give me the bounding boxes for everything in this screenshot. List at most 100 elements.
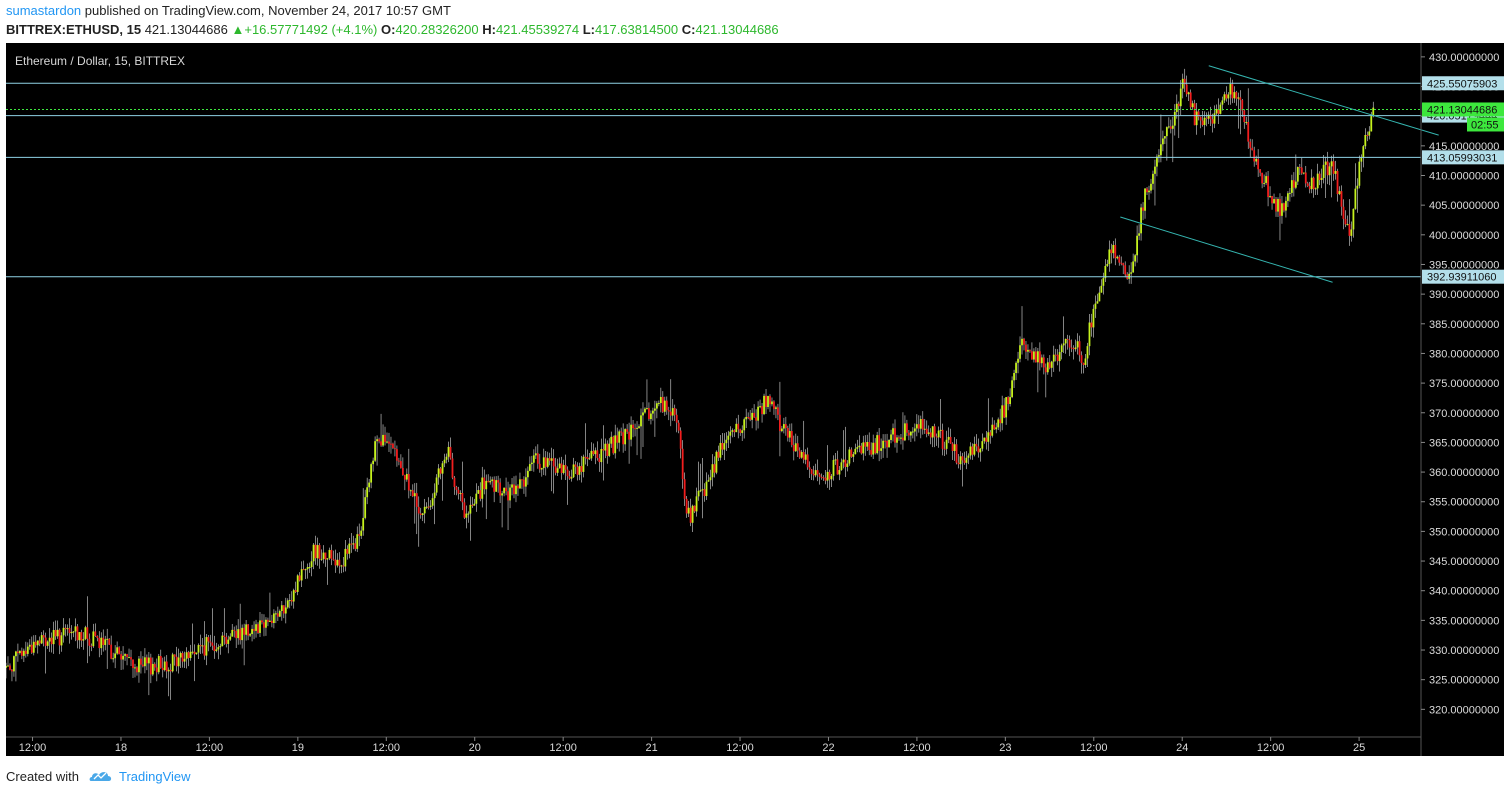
candle-body xyxy=(453,477,456,487)
candle-body xyxy=(435,477,438,493)
candle-body xyxy=(534,453,537,456)
candle-body xyxy=(70,632,73,634)
candle-body xyxy=(501,493,503,496)
tradingview-cloud-icon[interactable] xyxy=(89,769,113,783)
price-chart[interactable]: Ethereum / Dollar, 15, BITTREX 430.00000… xyxy=(6,43,1504,756)
candle-body xyxy=(342,565,345,567)
candle-body xyxy=(832,460,835,476)
candle-body xyxy=(812,473,815,476)
candle-body xyxy=(735,423,738,433)
candle-body xyxy=(1366,134,1369,136)
candle-body xyxy=(398,460,400,462)
candle-body xyxy=(540,468,543,470)
candle-body xyxy=(1352,208,1355,230)
candle-body xyxy=(38,640,41,644)
candle-body xyxy=(28,644,31,647)
candle-body xyxy=(44,637,47,646)
candle-body xyxy=(1302,172,1305,174)
candle-body xyxy=(1294,181,1297,188)
candle-body xyxy=(40,635,43,644)
candle-body xyxy=(1068,339,1071,348)
candle-body xyxy=(1205,117,1208,119)
time-axis[interactable]: 12:00 18 12:00 19 12:00 20 12:00 21 12:00 22 12:00… xyxy=(19,737,1365,754)
candle-body xyxy=(157,656,160,673)
candle-body xyxy=(330,549,333,559)
candle-body xyxy=(1120,262,1123,264)
y-tick-label: 325.00000000 xyxy=(1429,675,1499,687)
x-tick-label: 24 xyxy=(1176,742,1188,754)
candle-body xyxy=(219,646,222,648)
candle-body xyxy=(1090,322,1093,328)
candle-body xyxy=(993,424,996,430)
candle-body xyxy=(1227,94,1230,99)
candle-body xyxy=(513,484,515,495)
candle-body xyxy=(554,466,557,473)
candle-body xyxy=(763,395,765,415)
close-label: C: xyxy=(681,22,696,37)
candle-body xyxy=(265,619,267,628)
candle-body xyxy=(286,600,289,608)
candle-body xyxy=(405,473,408,480)
candle-body xyxy=(550,458,553,461)
x-tick-label: 22 xyxy=(822,742,834,754)
tradingview-link[interactable]: TradingView xyxy=(118,768,191,784)
candle-body xyxy=(1269,196,1271,198)
candle-body xyxy=(779,414,781,432)
candle-body xyxy=(469,504,472,514)
candle-body xyxy=(987,432,990,442)
candle-body xyxy=(840,462,843,471)
candle-body xyxy=(209,641,212,643)
candle-body xyxy=(1173,111,1176,126)
candle-body xyxy=(13,656,15,672)
candle-body xyxy=(1255,158,1258,162)
candle-body xyxy=(66,628,69,630)
candle-body xyxy=(935,436,938,438)
symbol-label: BITTREX:ETHUSD, 15 xyxy=(6,22,142,37)
candle-body xyxy=(594,450,597,455)
candle-body xyxy=(959,456,962,465)
candle-body xyxy=(503,487,505,494)
candle-body xyxy=(979,448,982,453)
candle-body xyxy=(1046,362,1049,373)
y-tick-label: 410.00000000 xyxy=(1429,170,1499,182)
candle-body xyxy=(765,395,767,407)
candle-body xyxy=(582,456,585,472)
last-price: 421.13044686 xyxy=(144,22,228,37)
candle-body xyxy=(433,492,436,499)
candle-body xyxy=(1029,349,1031,352)
candle-body xyxy=(278,611,281,617)
candle-body xyxy=(1281,203,1283,216)
candle-body xyxy=(247,624,249,636)
candle-body xyxy=(98,637,101,649)
candle-body xyxy=(257,624,259,633)
candle-body xyxy=(572,464,575,478)
candle-body xyxy=(300,569,303,581)
candle-body xyxy=(1136,235,1139,256)
chart-area[interactable]: Ethereum / Dollar, 15, BITTREX 430.00000… xyxy=(6,43,1504,756)
candle-body xyxy=(848,449,851,464)
candle-body xyxy=(296,575,299,592)
candle-body xyxy=(382,434,384,446)
candle-body xyxy=(679,430,682,449)
candle-body xyxy=(913,428,916,432)
candle-body xyxy=(1066,338,1069,340)
candle-body xyxy=(407,473,410,491)
candle-body xyxy=(128,657,130,659)
candle-body xyxy=(477,490,480,494)
candle-body xyxy=(92,631,95,647)
candle-body xyxy=(163,661,166,671)
candle-body xyxy=(62,627,65,636)
candle-body xyxy=(358,534,361,536)
candle-body xyxy=(1009,397,1012,405)
author-link[interactable]: sumastardon xyxy=(6,3,82,18)
candle-body xyxy=(360,530,363,536)
candle-body xyxy=(834,459,837,461)
candle-body xyxy=(1042,357,1045,368)
candle-body xyxy=(917,424,920,429)
candle-body xyxy=(419,513,422,515)
candle-body xyxy=(632,424,634,429)
candle-body xyxy=(1001,405,1004,424)
candle-body xyxy=(374,441,376,461)
candle-body xyxy=(1292,180,1295,188)
candle-body xyxy=(888,439,890,448)
